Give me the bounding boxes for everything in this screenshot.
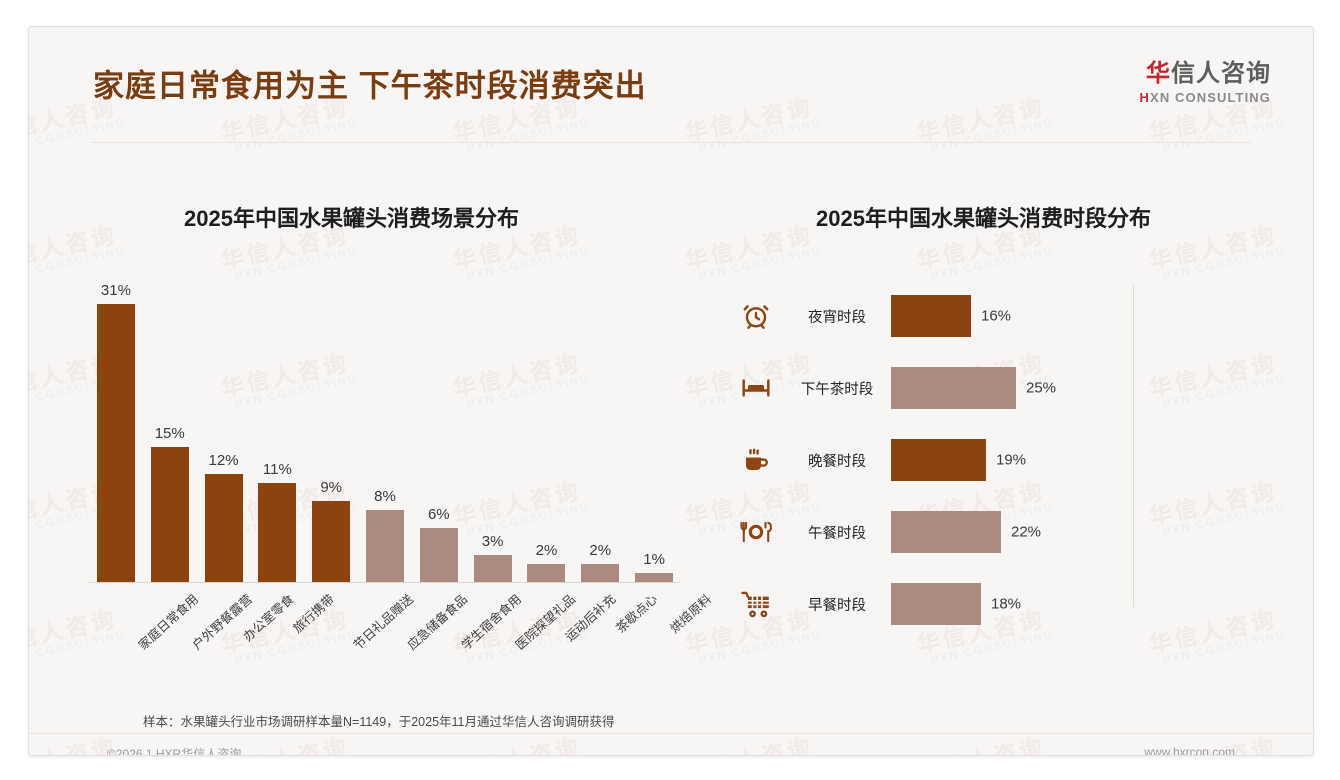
timeslot-bar[interactable] (891, 511, 1001, 553)
bed-icon (729, 374, 783, 402)
slide-canvas: 华信人咨询 HXN CONSULTING 华信人咨询 HXN CONSULTING 华信… (28, 26, 1314, 756)
logo-english-highlight: H (1139, 90, 1151, 106)
timeslot-label: 晚餐时段 (808, 453, 866, 470)
timeslot-bar-track: 18% (891, 579, 1289, 629)
timeslot-value: 16% (981, 307, 1012, 325)
scene-bar-value: 15% (154, 425, 185, 443)
scene-bar-group[interactable]: 8% (366, 277, 404, 582)
scene-bar[interactable] (635, 573, 674, 582)
timeslot-bar[interactable] (891, 367, 1016, 409)
scene-bar-value: 9% (320, 479, 343, 497)
scene-bar-value: 2% (589, 542, 612, 560)
scene-bar[interactable] (258, 483, 297, 582)
timeslot-bar-track: 22% (891, 507, 1289, 557)
timeslot-label: 早餐时段 (808, 597, 866, 614)
page-title: 家庭日常食用为主 下午茶时段消费突出 (93, 68, 647, 104)
right-chart-title: 2025年中国水果罐头消费时段分布 (816, 206, 1151, 231)
scene-bar-group[interactable]: 6% (419, 277, 458, 582)
scene-bar[interactable] (312, 501, 351, 582)
sample-note: 样本：水果罐头行业市场调研样本量N=1149，于2025年11月通过华信人咨询调… (143, 715, 615, 729)
timeslot-bar-track: 19% (891, 435, 1289, 485)
scene-bar-group[interactable]: 12% (204, 277, 243, 582)
timeslot-bar-track: 25% (891, 363, 1289, 413)
scene-bar[interactable] (581, 564, 620, 582)
logo-english-rest: XN CONSULTING (1150, 90, 1271, 106)
scene-bar[interactable] (473, 555, 512, 582)
scene-bar-group[interactable]: 31% (96, 277, 135, 582)
company-logo: 华信人咨询 HXN CONSULTING (1140, 60, 1271, 105)
scene-chart-axis-line (89, 582, 681, 583)
scene-bar-group[interactable]: 1% (635, 277, 674, 582)
scene-chart-category-labels: 家庭日常食用 户外野餐露营 办公室零食 旅行携带 节日礼品赠送 应急储备食品 学生宿舍食用医… (89, 585, 714, 705)
timeslot-bar-track: 16% (891, 291, 1289, 341)
hot-cup-icon (729, 445, 783, 475)
timeslot-chart-baseline (1133, 285, 1134, 607)
scene-bar[interactable] (204, 474, 243, 582)
timeslot-row[interactable]: 下午茶时段 25% (729, 363, 1289, 413)
header-divider (91, 142, 1251, 143)
scene-bar-value: 31% (100, 281, 131, 299)
scene-bar-group[interactable]: 11% (258, 277, 297, 582)
scene-chart-plot-area: 31% 15% 12% 11% 9% 8% 6% 3% 2% 2% 1% (89, 277, 681, 582)
timeslot-label: 下午茶时段 (800, 381, 874, 398)
alarm-clock-icon (729, 301, 783, 331)
timeslot-bar[interactable] (891, 439, 986, 481)
timeslot-row[interactable]: 晚餐时段 19% (729, 435, 1289, 485)
scene-bar[interactable] (96, 303, 135, 582)
slide-header: 家庭日常食用为主 下午茶时段消费突出 华信人咨询 HXN CONSULTING (29, 27, 1313, 125)
scene-category-label: 烘焙原料 (667, 591, 715, 636)
timeslot-label: 午餐时段 (808, 525, 866, 542)
scene-bar[interactable] (150, 447, 189, 582)
timeslot-row[interactable]: 午餐时段 22% (729, 507, 1289, 557)
scene-bar-group[interactable]: 15% (150, 277, 189, 582)
shopping-cart-icon (729, 589, 783, 619)
timeslot-bar[interactable] (891, 583, 981, 625)
timeslot-value: 18% (991, 595, 1022, 613)
timeslot-value: 22% (1011, 523, 1042, 541)
scene-bar-group[interactable]: 3% (473, 277, 512, 582)
scene-bar-value: 1% (643, 551, 665, 569)
website-url: www.hxrcon.com (1144, 745, 1235, 756)
scene-bar[interactable] (419, 528, 458, 582)
plate-cutlery-icon (729, 518, 783, 546)
scene-bar-value: 3% (481, 533, 504, 551)
timeslot-bar[interactable] (891, 295, 971, 337)
scene-bar-value: 12% (208, 452, 239, 470)
scene-category-label: 茶歇点心 (613, 591, 661, 636)
timeslot-row[interactable]: 早餐时段 18% (729, 579, 1289, 629)
copyright-text: ©2026.1 HXR华信人咨询 (107, 747, 242, 756)
scene-bar-value: 2% (535, 542, 558, 560)
timeslot-value: 25% (1026, 379, 1057, 397)
scene-bar-value: 8% (374, 488, 396, 506)
scene-bar[interactable] (366, 510, 404, 582)
logo-chinese-highlight: 华 (1146, 60, 1171, 87)
scene-bar-group[interactable]: 2% (581, 277, 620, 582)
scene-bar-value: 6% (427, 506, 450, 524)
timeslot-distribution-chart: 夜宵时段 16% 下午茶时段 25% 晚餐时段 19% 午餐时段 22% 早餐时段 18% (729, 277, 1289, 677)
scene-distribution-chart: 31% 15% 12% 11% 9% 8% 6% 3% 2% 2% 1% 家庭日常食用 户外野餐露营办… (75, 277, 714, 677)
scene-bar-group[interactable]: 9% (312, 277, 351, 582)
left-chart-title: 2025年中国水果罐头消费场景分布 (184, 206, 519, 231)
logo-english: HXN CONSULTING (1140, 90, 1271, 105)
timeslot-value: 19% (996, 451, 1027, 469)
scene-bar-value: 11% (262, 461, 292, 479)
scene-bar[interactable] (527, 564, 566, 582)
footer-divider (29, 733, 1313, 734)
timeslot-label: 夜宵时段 (808, 309, 866, 326)
scene-bar-group[interactable]: 2% (527, 277, 566, 582)
timeslot-row[interactable]: 夜宵时段 16% (729, 291, 1289, 341)
scene-category-label: 旅行携带 (290, 591, 338, 636)
logo-chinese-rest: 信人咨询 (1171, 60, 1271, 87)
logo-chinese: 华信人咨询 (1140, 60, 1271, 87)
